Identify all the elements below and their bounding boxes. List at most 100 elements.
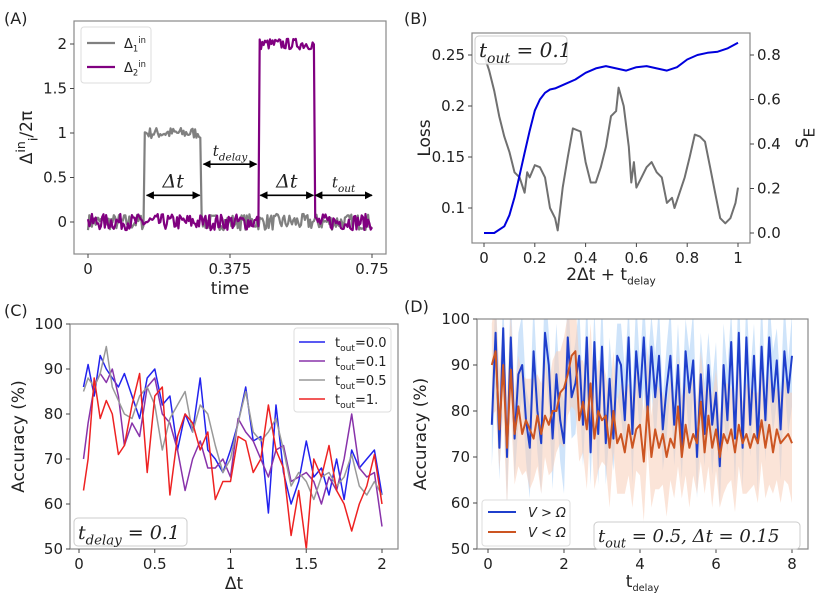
y-tick-label: 0.1 [441,199,465,217]
series-line-2 [86,37,373,232]
y-axis-label-script: i [25,138,40,142]
y-tick-label: 100 [441,310,470,328]
y-tick-label: 70 [44,450,63,468]
annotation-box [593,521,801,550]
annotation-text-part: t [479,38,488,62]
legend-label-part: Δ [124,61,133,76]
y-axis-label: Accuracy (%) [411,378,431,490]
y-tick-label: 60 [44,495,63,513]
y-tick-label: 90 [44,360,63,378]
y-tick-label: 60 [451,494,470,512]
legend-label-part: t [335,393,340,408]
x-tick-label: 6 [711,555,721,573]
annotation-text-script: delay [86,534,123,549]
y2-tick-label: 0.8 [757,46,781,64]
x-axis-label: Δt [225,574,244,594]
y-tick-label: 2 [57,35,67,53]
y-axis-label: Δini/2π [13,111,41,164]
x-axis-label: tdelay [626,572,660,594]
legend-label: V < Ω [528,526,566,541]
annotation-label-part: Δt [162,170,185,192]
legend-box [293,327,392,413]
annotation-label-part: t [213,142,220,160]
legend: V > Ω V < Ω [481,499,571,547]
y-axis-right-label-part: S [793,137,813,148]
y-tick-label: 70 [451,448,470,466]
x-tick-label: 1 [733,249,743,267]
legend-label: Δ2in [124,59,146,77]
y-tick-label: 0.2 [441,97,465,115]
series-line-4 [82,372,383,550]
legend-label-part: =0.0 [355,336,387,351]
x-tick-label: 2 [559,555,569,573]
x-tick-label: 0.8 [675,249,699,267]
y2-tick-label: 0.2 [757,180,781,198]
legend-label-script: out [340,344,355,354]
annotation-label: Δt [162,170,185,192]
legend-label-script: in [138,35,146,45]
legend-label: V > Ω [528,506,566,521]
x-tick-label: 0.6 [624,249,648,267]
x-axis-label-part: 2Δt + t [566,265,627,285]
annotation-label-part: Δt [275,170,298,192]
x-tick-label: 0.4 [574,249,598,267]
x-tick-label: 0 [74,555,84,573]
annotation-text-script: out [605,535,627,550]
annotation-box [474,35,568,65]
panel-a: 0 0.375 0.7500.511.52timeΔini/2πΔ1inΔ2inΔt… [13,20,389,299]
entropy-line [484,41,739,234]
annotation-label: tdelay [213,142,249,164]
annotation-text: tdelay = 0.1 [78,522,180,549]
legend-label-script: in [138,59,146,69]
legend-label-script: 2 [133,68,138,78]
annotation-label-script: out [338,183,356,195]
plot-area [490,319,793,522]
y-tick-label: 80 [44,405,63,423]
plot-frame [69,323,399,550]
panel-label-d: (D) [404,297,429,316]
annotation-text-part: = 0.1 [122,522,180,544]
y-tick-label: 50 [44,540,63,558]
x-tick-label: 0 [479,249,489,267]
x-axis-label-script: delay [632,583,659,594]
plot-frame [471,32,751,244]
y2-tick-label: 0.4 [757,135,781,153]
annotation-text: tout = 0.1 [479,38,571,67]
y-tick-label: 0.25 [432,46,465,64]
y-tick-label: 0.15 [432,148,465,166]
legend-label-script: 1 [133,44,138,54]
x-tick-label: 0 [483,555,493,573]
y-axis-label-part: /2π [17,111,37,138]
legend-label: Δ1in [124,35,146,53]
y-tick-label: 80 [451,402,470,420]
series-line-1 [86,127,373,232]
series-line-2 [82,368,383,527]
x-axis-label: 2Δt + tdelay [566,265,656,288]
legend-label-part: t [335,336,340,351]
panel-label-c: (C) [4,301,28,320]
y-axis-label: Loss [415,119,435,156]
legend-label: tout=0.1 [335,355,387,373]
legend-label: tout=0.0 [335,336,387,354]
series-line-3 [82,345,383,501]
y-axis-right-label: SE [793,128,819,149]
y2-tick-label: 0.0 [757,224,781,242]
y2-tick-label: 0.6 [757,91,781,109]
panel-b: 0 0.2 0.4 0.6 0.8 1 0.1 0.15 0.2 0.25 0.0 0.2 0.4 0.6… [415,32,819,288]
legend-box [80,26,152,84]
annotation-box [73,517,188,547]
series-line-2 [490,350,793,463]
annotation-text: tout = 0.5, Δt = 0.15 [598,526,779,550]
legend-label: tout=0.5 [335,374,387,392]
loss-line [483,54,739,232]
y-tick-label: 1.5 [43,80,67,98]
x-tick-label: 1 [226,555,236,573]
legend-label-script: out [340,401,355,411]
x-tick-label: 0 [83,260,93,278]
x-tick-label: 0.2 [523,249,547,267]
legend-label-part: =0.1 [355,355,387,370]
y-axis-label: Accuracy (%) [9,380,29,492]
y-axis-label-script: in [13,141,28,152]
